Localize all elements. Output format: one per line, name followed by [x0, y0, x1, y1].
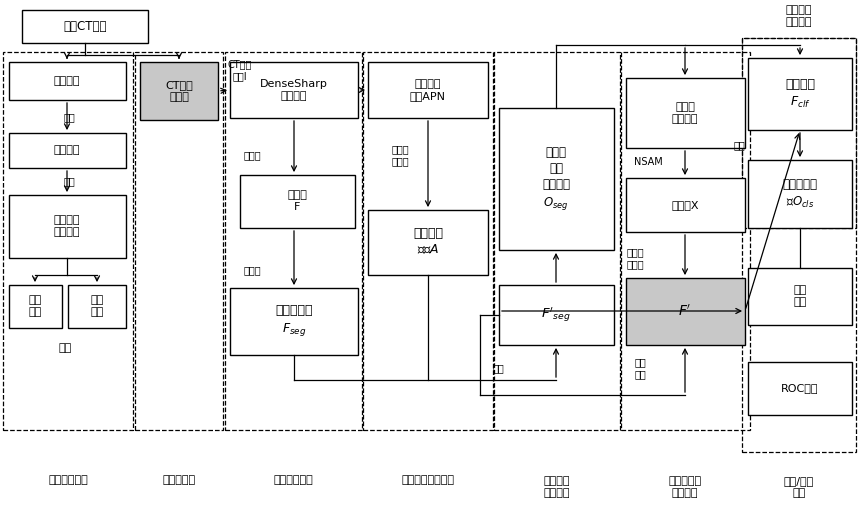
Text: 上采样: 上采样 [243, 265, 261, 275]
Text: 模糊性的
专家标注: 模糊性的 专家标注 [54, 215, 81, 237]
Bar [494, 52, 620, 430]
Text: 病灶分类
输出模块: 病灶分类 输出模块 [786, 5, 813, 27]
Bar [363, 52, 493, 430]
Text: 非局部形状
分析模块: 非局部形状 分析模块 [668, 476, 702, 498]
Bar [135, 52, 223, 430]
Bar [9, 195, 126, 258]
Text: CT三维
数据I: CT三维 数据I [228, 59, 252, 81]
Text: 转换后
的特征云: 转换后 的特征云 [672, 102, 698, 124]
Text: 预测的
病灶
分割结果
$O_{seg}$: 预测的 病灶 分割结果 $O_{seg}$ [542, 146, 570, 212]
Bar [9, 285, 62, 328]
Text: 验证/测试
模块: 验证/测试 模块 [784, 476, 814, 498]
Text: $F'_{seg}$: $F'_{seg}$ [541, 306, 571, 324]
Text: 数据搜集模块: 数据搜集模块 [48, 475, 88, 485]
Text: 拼接: 拼接 [492, 363, 504, 373]
Bar [621, 52, 750, 430]
Bar [9, 62, 126, 100]
Text: 病灶分类结
果$O_{cls}$: 病灶分类结 果$O_{cls}$ [782, 179, 818, 210]
Bar [22, 10, 148, 43]
Text: 提取体
素特征: 提取体 素特征 [626, 247, 644, 269]
Text: CT图像
预处理: CT图像 预处理 [165, 80, 193, 102]
Bar [230, 62, 358, 118]
Text: 分割
结果: 分割 结果 [90, 295, 104, 317]
Bar [626, 278, 745, 345]
Bar [140, 62, 218, 120]
Text: 分割: 分割 [63, 112, 75, 122]
Text: ROC分析: ROC分析 [782, 383, 819, 393]
Text: 预处理模块: 预处理模块 [162, 475, 196, 485]
Bar [748, 268, 852, 325]
Text: $F'$: $F'$ [679, 303, 692, 319]
Text: 数据表征模块: 数据表征模块 [273, 475, 313, 485]
Text: DenseSharp
神经网络: DenseSharp 神经网络 [260, 79, 328, 101]
Bar [748, 362, 852, 415]
Bar [748, 160, 852, 228]
Text: 病灶表征
$F_{clf}$: 病灶表征 $F_{clf}$ [785, 78, 815, 110]
Text: 分类: 分类 [63, 176, 75, 186]
Bar [9, 133, 126, 168]
Bar [230, 288, 358, 355]
Bar [742, 38, 856, 452]
Bar [368, 210, 488, 275]
Text: 原始CT图像: 原始CT图像 [63, 19, 106, 32]
Text: 特征云X: 特征云X [671, 200, 698, 210]
Text: 分割特征图
$F_{seg}$: 分割特征图 $F_{seg}$ [275, 304, 313, 338]
Text: 分类标注: 分类标注 [54, 145, 81, 155]
Bar [68, 285, 126, 328]
Text: 线性
插值: 线性 插值 [634, 357, 646, 379]
Bar [499, 108, 614, 250]
Text: 下采样: 下采样 [243, 150, 261, 160]
Bar [240, 175, 355, 228]
Text: 模糊先验
网络APN: 模糊先验 网络APN [410, 79, 446, 101]
Bar [748, 58, 852, 130]
Text: 分类
结果: 分类 结果 [28, 295, 42, 317]
Bar [626, 178, 745, 232]
Bar [3, 52, 133, 430]
Text: 病灶分割
输出模块: 病灶分割 输出模块 [544, 476, 571, 498]
Text: NSAM: NSAM [633, 157, 662, 167]
Bar [225, 52, 362, 430]
Text: 模糊先验
采样$A$: 模糊先验 采样$A$ [413, 227, 443, 256]
Text: 模糊先验采样模块: 模糊先验采样模块 [402, 475, 455, 485]
Text: 特征图
F: 特征图 F [287, 190, 307, 212]
Bar [499, 285, 614, 345]
Text: 拼接: 拼接 [734, 140, 745, 150]
Bar [368, 62, 488, 118]
Text: 训练
模块: 训练 模块 [794, 285, 807, 307]
Bar [626, 78, 745, 148]
Text: 真值: 真值 [58, 343, 71, 353]
Text: 概率分
布采样: 概率分 布采样 [391, 144, 408, 166]
Bar [742, 38, 856, 228]
Text: 分割标注: 分割标注 [54, 76, 81, 86]
